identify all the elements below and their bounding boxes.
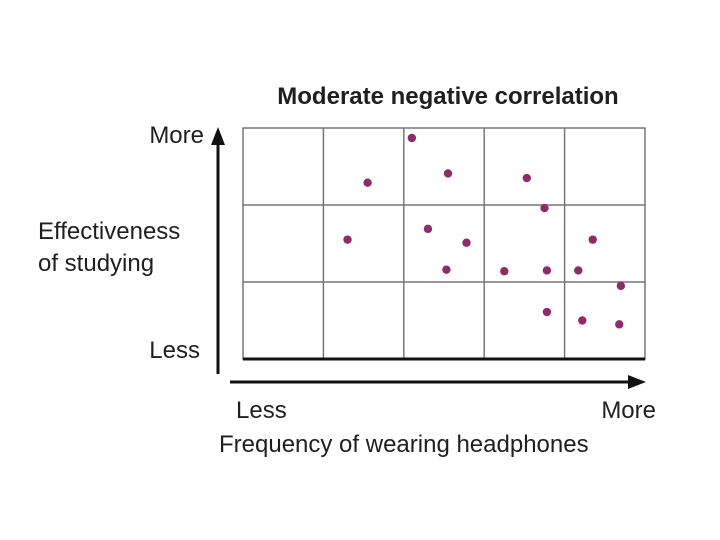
- data-point-6: [343, 235, 352, 244]
- data-point-3: [443, 169, 453, 178]
- data-point-5: [540, 203, 549, 213]
- y-axis-arrow-icon: [211, 127, 225, 145]
- data-point-12: [542, 266, 552, 275]
- data-point-10: [442, 265, 451, 274]
- data-point-16: [578, 316, 587, 325]
- data-point-11: [500, 267, 509, 276]
- data-point-4: [522, 173, 532, 183]
- data-point-17: [615, 320, 624, 329]
- data-point-13: [574, 266, 583, 275]
- y-axis-label-line1: Effectiveness: [38, 218, 180, 245]
- y-axis-label-line2: of studying: [38, 250, 154, 277]
- plot-grid: [242, 127, 646, 360]
- chart-title: Moderate negative correlation: [277, 83, 618, 110]
- plot-border: [242, 127, 646, 360]
- data-point-2: [363, 178, 372, 187]
- x-axis-arrow-icon: [628, 375, 646, 389]
- x-high-label: More: [601, 397, 656, 424]
- data-point-8: [462, 238, 471, 247]
- data-point-9: [588, 235, 597, 244]
- data-point-14: [616, 281, 626, 291]
- x-axis-label: Frequency of wearing headphones: [219, 431, 589, 458]
- data-points: [343, 133, 626, 329]
- y-high-label: More: [149, 122, 204, 149]
- y-low-label: Less: [149, 337, 200, 364]
- data-point-15: [542, 307, 552, 317]
- x-low-label: Less: [236, 397, 287, 424]
- data-point-7: [423, 224, 433, 234]
- data-point-1: [407, 133, 417, 143]
